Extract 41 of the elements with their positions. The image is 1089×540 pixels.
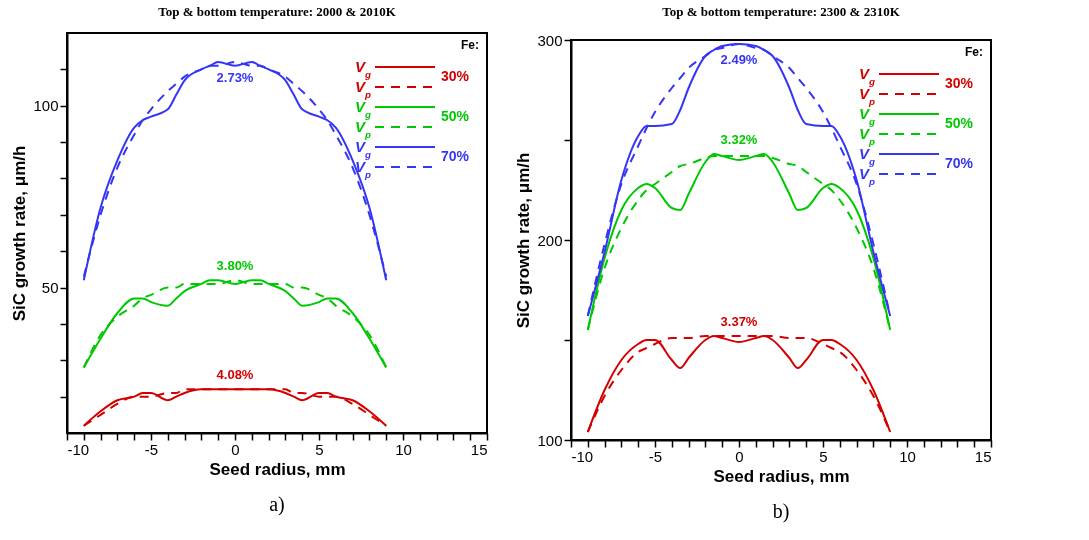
x-tick-label: -5 [648, 447, 663, 465]
annotation: 70% [945, 155, 974, 171]
x-tick-label: 15 [974, 447, 992, 465]
y-tick-label: 100 [33, 97, 59, 115]
x-tick-label: -10 [67, 440, 90, 458]
annotation: 2.49% [720, 52, 758, 67]
y-tick-label: 200 [537, 231, 563, 249]
annotation: 3.37% [720, 314, 758, 329]
x-tick-label: 5 [819, 447, 828, 465]
annotation: 2.73% [216, 70, 254, 86]
x-tick-label: -10 [571, 447, 594, 465]
x-tick-label: 0 [231, 440, 240, 458]
y-axis-title: SiC growth rate, μm/h [514, 152, 534, 329]
legend-label: V$_{g}$ [355, 58, 372, 80]
chart-title: Top & bottom temperature: 2000 & 2010K [158, 4, 397, 19]
annotation: 4.08% [216, 367, 254, 383]
annotation: 50% [441, 108, 470, 124]
x-tick-label: 0 [735, 447, 744, 465]
x-axis-title: Seed radius, mm [209, 459, 346, 479]
y-tick-label: 50 [41, 279, 59, 297]
x-tick-label: 10 [395, 440, 412, 458]
annotation: 30% [441, 68, 470, 84]
annotation: 50% [945, 115, 974, 131]
legend-title: Fe: [461, 38, 479, 52]
chart-title: Top & bottom temperature: 2300 & 2310K [662, 4, 901, 19]
x-tick-label: 15 [470, 440, 488, 458]
text: a) [269, 493, 285, 516]
annotation: 30% [945, 75, 974, 91]
x-tick-label: 10 [899, 447, 916, 465]
y-axis-title: SiC growth rate, μm/h [10, 145, 30, 322]
y-tick-label: 100 [537, 431, 563, 449]
annotation: 3.80% [216, 258, 254, 274]
text: b) [772, 500, 790, 523]
legend-title: Fe: [965, 45, 983, 59]
annotation: 3.32% [720, 132, 758, 147]
y-tick-label: 300 [537, 31, 563, 49]
x-tick-label: -5 [144, 440, 159, 458]
legend-label: V$_{g}$ [859, 65, 876, 87]
annotation: 70% [441, 148, 470, 164]
x-axis-title: Seed radius, mm [713, 466, 850, 486]
x-tick-label: 5 [315, 440, 324, 458]
